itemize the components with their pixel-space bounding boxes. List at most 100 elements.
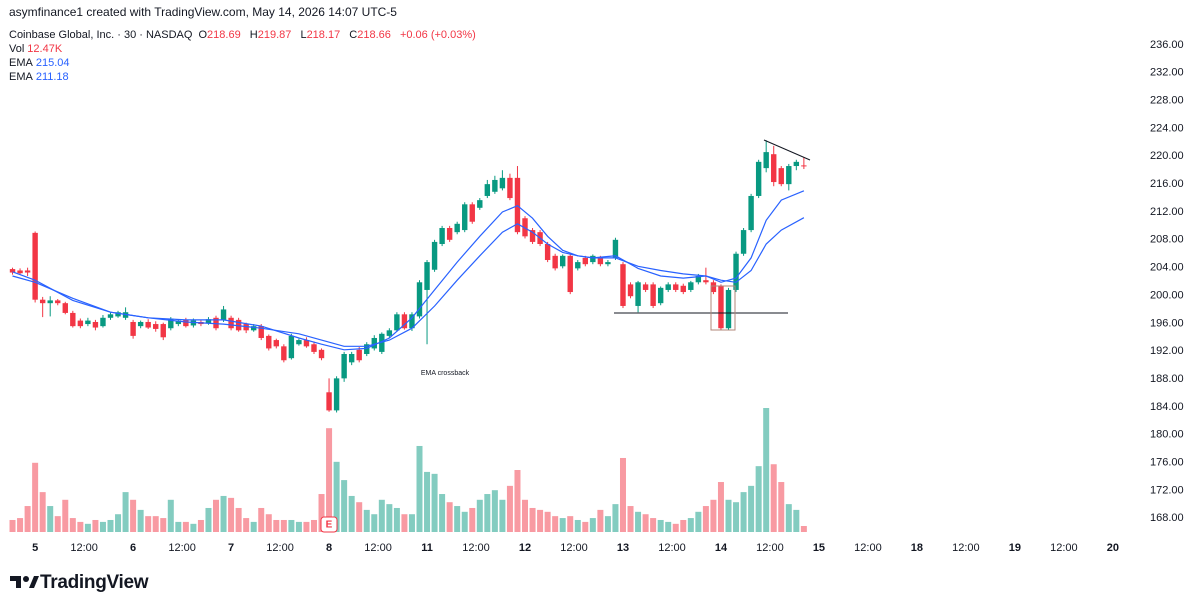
candle-body (748, 195, 754, 231)
candle-body (688, 282, 694, 290)
candle-body (100, 317, 106, 327)
x-tick-label: 12:00 (70, 542, 98, 554)
volume-bar (265, 514, 272, 532)
ohlc-value: 218.17 (306, 29, 341, 41)
volume-bar (431, 473, 438, 532)
candle-body (62, 303, 68, 313)
candle-body (763, 152, 769, 169)
volume-bar (273, 519, 280, 532)
candle-body (514, 177, 521, 233)
volume-bar (280, 519, 287, 532)
candle-body (605, 262, 611, 265)
brand-logo (10, 576, 39, 588)
candle-body (9, 269, 16, 273)
volume-bar (77, 521, 84, 532)
candle-body (92, 321, 99, 328)
y-tick-label: 220.00 (1150, 150, 1184, 162)
volume-bar (408, 514, 415, 532)
x-tick-label: 12:00 (1050, 542, 1078, 554)
ema-line (12, 190, 805, 351)
volume-bar (416, 445, 423, 532)
candle-body (552, 255, 558, 269)
volume-bar (604, 516, 611, 532)
candle-body (32, 232, 38, 300)
candle-body (341, 353, 347, 379)
candle-body (484, 184, 491, 196)
candle-body (364, 344, 370, 354)
legend-label: EMA (9, 57, 33, 69)
x-tick-label: 12:00 (364, 542, 392, 554)
candle-body (183, 319, 189, 327)
volume-bar (371, 514, 378, 532)
candle-body (55, 300, 61, 304)
y-tick-label: 204.00 (1150, 262, 1184, 274)
attribution: asymfinance1 created with TradingView.co… (9, 5, 397, 19)
volume-bar (687, 518, 694, 532)
ohlc-label: H (249, 29, 258, 41)
volume-bar (770, 464, 777, 532)
y-tick-label: 232.00 (1150, 67, 1184, 79)
candle-body (567, 255, 573, 293)
volume-bar (537, 509, 544, 532)
volume-bar (310, 519, 317, 532)
highlight-box (710, 285, 736, 331)
candle-body (303, 340, 310, 347)
legend-value: 215.04 (35, 57, 70, 69)
candle-body (559, 255, 566, 267)
volume-bar (514, 470, 521, 532)
volume-bar (627, 506, 634, 532)
volume-bar (763, 408, 770, 532)
candle-body (311, 344, 317, 352)
volume-bar (160, 518, 167, 532)
candle-body (439, 227, 445, 245)
volume-bar (341, 480, 348, 532)
volume-bar (635, 511, 642, 532)
candle-body (575, 262, 581, 269)
annotation: EMA crossback (421, 370, 470, 377)
volume-bar (250, 521, 257, 532)
x-tick-label: 14 (715, 542, 728, 554)
candle-body (650, 284, 656, 306)
candle-body (153, 324, 159, 329)
candle-body (266, 335, 272, 349)
symbol: Coinbase Global, Inc. · 30 · NASDAQ (9, 29, 193, 41)
volume-bar (115, 514, 122, 532)
candle-body (635, 282, 641, 306)
x-tick-label: 12:00 (168, 542, 196, 554)
candle-body (47, 300, 53, 304)
volume-bar (476, 499, 483, 532)
candle-body (703, 280, 709, 283)
volume-bar (84, 523, 91, 532)
x-tick-label: 11 (421, 542, 433, 554)
ohlc: O218.69 (198, 29, 243, 41)
candle-body (665, 284, 671, 290)
ohlc: L218.17 (300, 29, 343, 41)
volume-bar (717, 482, 724, 532)
candle-body (326, 392, 332, 411)
volume-bar (574, 519, 581, 532)
y-tick-label: 168.00 (1150, 512, 1184, 524)
candle-body (228, 317, 234, 329)
volume-bar (378, 499, 385, 532)
x-tick-label: 12:00 (658, 542, 686, 554)
candle-body (620, 264, 626, 306)
volume-bar (657, 519, 664, 532)
candle-body (695, 276, 702, 283)
x-tick-label: 13 (617, 542, 629, 554)
ohlc: H219.87 (250, 29, 295, 41)
volume-bar (439, 494, 446, 532)
candle-body (424, 262, 430, 290)
candle-body (401, 314, 408, 329)
x-tick-label: 12 (519, 542, 531, 554)
candle-body (70, 312, 76, 327)
volume-bar (197, 519, 204, 532)
x-tick-label: 7 (228, 542, 234, 554)
candle-body (333, 378, 340, 411)
candle-body (733, 253, 739, 290)
legend-label: Vol (9, 43, 25, 55)
candle-body (657, 287, 664, 304)
x-tick-label: 20 (1107, 542, 1119, 554)
volume-bar (243, 518, 250, 532)
volume-bar (47, 506, 54, 532)
